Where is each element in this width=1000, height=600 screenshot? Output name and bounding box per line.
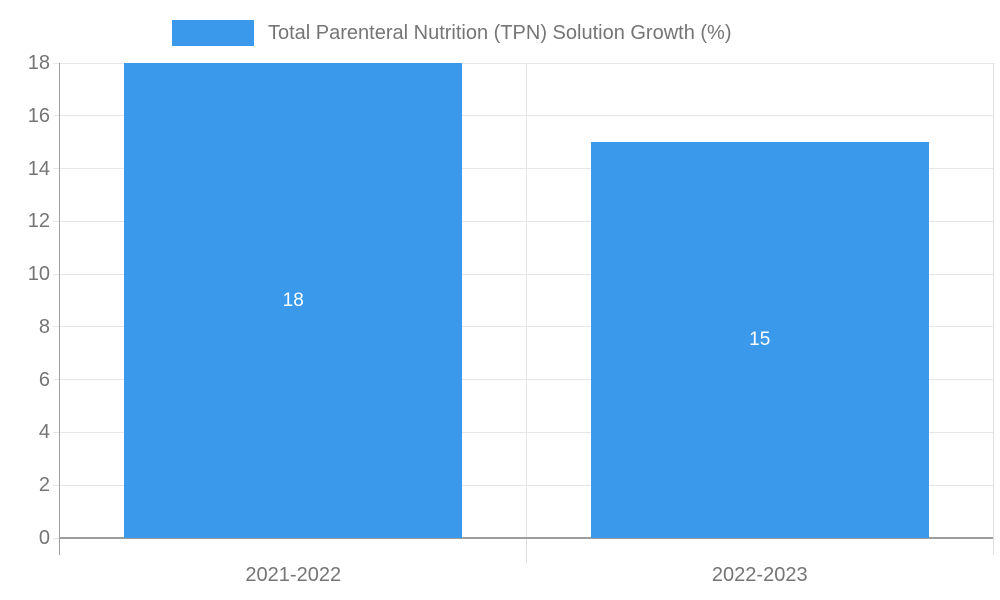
y-axis-tick-mark: [53, 484, 60, 486]
bar-value-label: 18: [282, 289, 304, 311]
y-axis-tick-mark: [53, 379, 60, 381]
x-axis-category-label: 2022-2023: [711, 564, 808, 586]
y-axis-tick-mark: [53, 168, 60, 170]
y-axis-tick-label: 0: [38, 527, 50, 549]
x-axis-category-label: 2021-2022: [245, 564, 342, 586]
gridline-vertical: [526, 63, 527, 538]
y-axis-tick-mark: [53, 326, 60, 328]
y-axis-line: [59, 63, 60, 555]
x-axis-line: [60, 537, 993, 539]
bar: 15: [590, 142, 929, 538]
y-axis-tick-mark: [53, 115, 60, 117]
y-axis-tick-label: 18: [27, 52, 50, 74]
bar: 18: [124, 63, 463, 538]
y-axis-tick-mark: [53, 431, 60, 433]
legend-swatch: [172, 20, 254, 46]
y-axis-tick-label: 12: [27, 210, 50, 233]
y-axis-tick-label: 16: [27, 104, 50, 127]
y-axis-tick-label: 14: [27, 157, 50, 180]
y-axis-tick-label: 10: [27, 263, 50, 286]
y-axis-tick-label: 2: [38, 474, 50, 497]
y-axis-tick-label: 8: [38, 315, 50, 338]
y-axis-tick-mark: [53, 273, 60, 275]
y-axis-tick-label: 6: [38, 368, 50, 391]
bar-value-label: 15: [749, 329, 771, 351]
x-axis-tick-mark: [526, 538, 527, 563]
y-axis-tick-label: 4: [38, 421, 50, 444]
plot-right-border: [992, 63, 994, 555]
y-axis-tick-mark: [53, 62, 60, 64]
y-axis-tick-mark: [53, 220, 60, 222]
y-axis-tick-mark: [53, 537, 60, 539]
legend: Total Parenteral Nutrition (TPN) Solutio…: [172, 19, 732, 47]
legend-label: Total Parenteral Nutrition (TPN) Solutio…: [268, 21, 732, 44]
